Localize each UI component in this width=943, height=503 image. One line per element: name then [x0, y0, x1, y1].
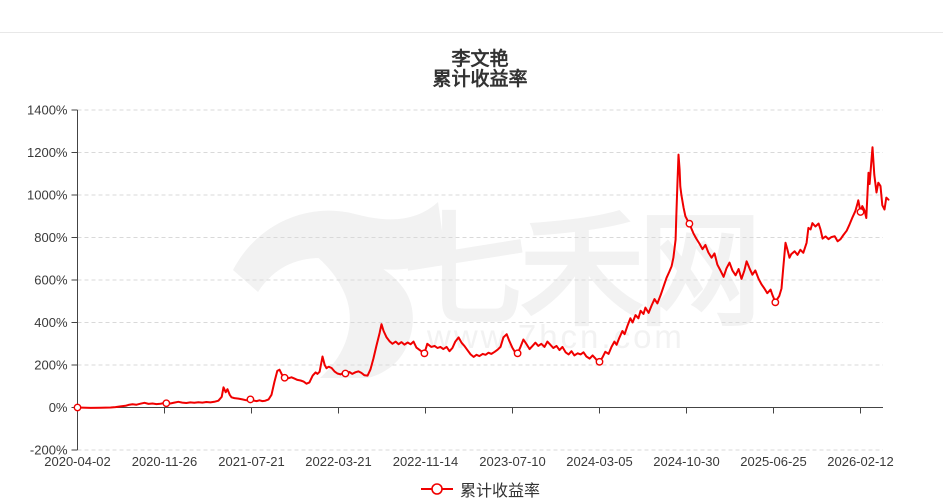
- series-point-marker: [771, 298, 780, 307]
- watermark-logo-icon: [298, 244, 413, 378]
- y-axis-label: 1400%: [27, 103, 68, 118]
- top-divider: [0, 32, 943, 33]
- y-axis-label: 1200%: [27, 145, 68, 160]
- legend-item-cumulative-return[interactable]: 累计收益率: [420, 477, 540, 501]
- series-group: [73, 146, 890, 412]
- watermark-site-url: www.7hcn.com: [426, 318, 685, 355]
- series-point-marker: [280, 373, 289, 382]
- series-point-marker: [513, 349, 522, 358]
- x-axis-label: 2022-11-14: [393, 454, 459, 469]
- legend-line-marker-icon: [420, 483, 453, 495]
- watermark-logo-icon: [233, 202, 445, 292]
- y-axis-label: -200%: [30, 443, 68, 458]
- series-line-cumulative-return: [76, 146, 890, 409]
- watermark-site-name: 七禾网: [402, 203, 756, 341]
- y-axis-label: 600%: [34, 273, 68, 288]
- x-axis-label: 2024-03-05: [566, 454, 633, 469]
- x-axis-label: 2026-02-12: [827, 454, 894, 469]
- chart-title-name: 李文艳: [451, 49, 509, 70]
- x-axis-label: 2025-06-25: [740, 454, 807, 469]
- grid-lines: [77, 109, 883, 451]
- legend-label: 累计收益率: [459, 483, 540, 500]
- x-axis-label: 2022-03-21: [305, 454, 372, 469]
- y-axis-label: 400%: [34, 315, 68, 330]
- x-axis-label: 2024-10-30: [653, 454, 720, 469]
- series-point-marker: [685, 219, 694, 228]
- y-axis-label: 1000%: [27, 188, 68, 203]
- series-point-marker: [341, 369, 350, 378]
- y-axis-label: 200%: [34, 358, 68, 373]
- series-point-marker: [856, 208, 865, 216]
- y-axis-label: 800%: [34, 230, 68, 245]
- series-point-marker: [73, 403, 82, 412]
- chart-title: 李文艳 累计收益率: [17, 50, 943, 90]
- series-point-marker: [246, 395, 255, 404]
- legend: 累计收益率: [17, 477, 943, 501]
- x-axis-label: 2020-04-02: [44, 454, 111, 469]
- y-axis-label: 0%: [49, 400, 68, 415]
- axis-labels: 1400%1200%1000%800%600%400%200%0%-200%20…: [27, 103, 894, 470]
- chart-title-metric: 累计收益率: [432, 69, 528, 90]
- axes: [71, 109, 883, 451]
- x-axis-label: 2023-07-10: [479, 454, 546, 469]
- series-point-marker: [420, 349, 429, 358]
- x-axis-label: 2020-11-26: [132, 454, 198, 469]
- x-axis-label: 2021-07-21: [218, 454, 285, 469]
- series-point-marker: [595, 357, 604, 366]
- series-point-marker: [162, 399, 171, 408]
